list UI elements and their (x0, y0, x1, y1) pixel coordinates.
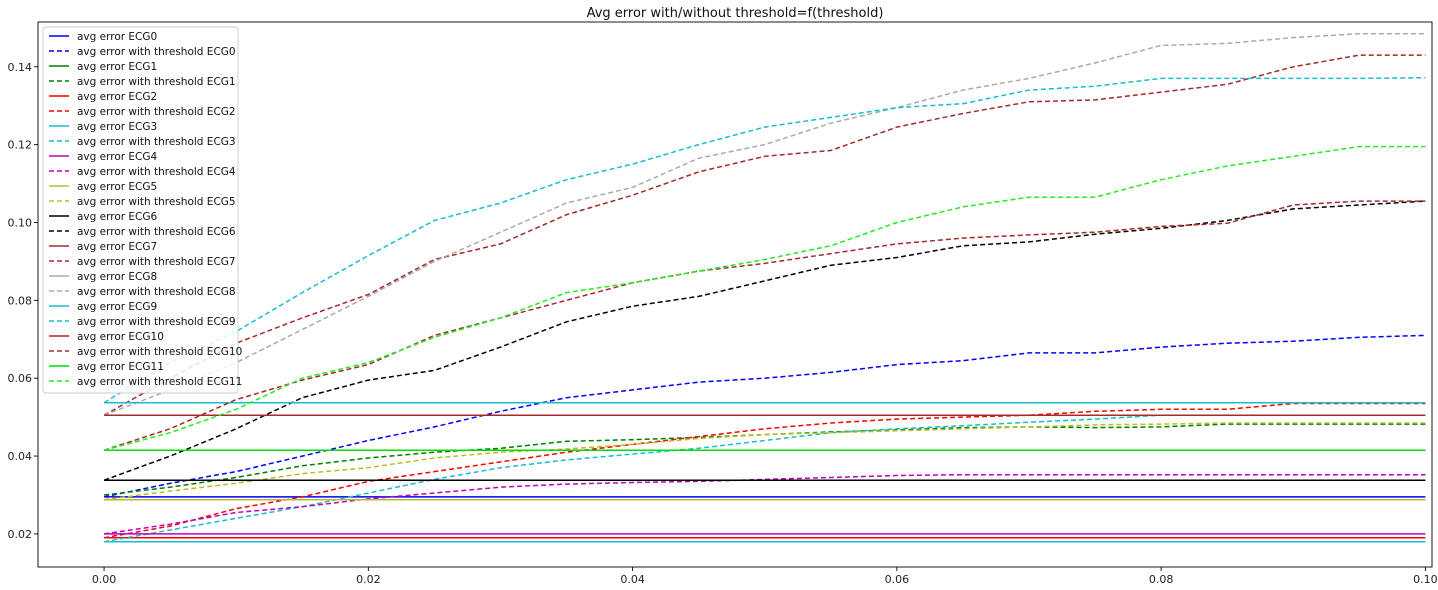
legend-label: avg error with threshold ECG2 (77, 106, 236, 118)
y-tick-label: 0.12 (8, 139, 33, 152)
x-axis: 0.00 0.02 0.04 0.06 0.08 0.10 (92, 567, 1438, 586)
legend-label: avg error with threshold ECG7 (77, 256, 236, 268)
legend-label: avg error ECG8 (77, 271, 157, 283)
series-line-15 (103, 54, 1426, 416)
series-line-1 (103, 334, 1426, 498)
legend-label: avg error ECG4 (77, 151, 158, 163)
legend-label: avg error with threshold ECG1 (77, 76, 236, 88)
series-line-21 (103, 200, 1426, 451)
series-layer (103, 32, 1426, 543)
legend-label: avg error with threshold ECG8 (77, 286, 236, 298)
legend-label: avg error with threshold ECG3 (77, 136, 236, 148)
series-line-13 (103, 200, 1426, 481)
legend-label: avg error with threshold ECG5 (77, 196, 236, 208)
y-tick-label: 0.08 (8, 294, 33, 307)
series-line-17 (103, 32, 1426, 416)
x-tick-label: 0.10 (1413, 573, 1438, 586)
y-axis: 0.02 0.04 0.06 0.08 0.10 0.12 0.14 (8, 61, 38, 541)
series-line-7 (103, 414, 1426, 543)
legend-label: avg error ECG2 (77, 91, 157, 103)
x-tick-label: 0.08 (1149, 573, 1174, 586)
y-tick-label: 0.10 (8, 216, 33, 229)
legend-label: avg error with threshold ECG4 (77, 166, 236, 178)
legend-label: avg error with threshold ECG11 (77, 376, 242, 388)
x-tick-label: 0.00 (92, 573, 117, 586)
legend-label: avg error ECG10 (77, 331, 164, 343)
series-line-5 (103, 402, 1426, 539)
legend-label: avg error with threshold ECG6 (77, 226, 236, 238)
legend-label: avg error ECG3 (77, 121, 157, 133)
series-line-23 (103, 145, 1426, 451)
legend-label: avg error with threshold ECG0 (77, 46, 236, 58)
y-tick-label: 0.04 (8, 450, 33, 463)
x-tick-label: 0.06 (885, 573, 910, 586)
y-tick-label: 0.02 (8, 528, 33, 541)
y-tick-label: 0.14 (8, 61, 33, 74)
legend-label: avg error ECG0 (77, 31, 157, 43)
series-line-19 (103, 76, 1426, 404)
plot-frame (37, 21, 1433, 568)
x-tick-label: 0.02 (356, 573, 381, 586)
legend-label: avg error ECG5 (77, 181, 157, 193)
series-line-9 (103, 473, 1426, 535)
legend-label: avg error with threshold ECG10 (77, 346, 242, 358)
legend-label: avg error ECG6 (77, 211, 158, 223)
legend-label: avg error ECG11 (77, 361, 164, 373)
legend-label: avg error ECG9 (77, 301, 157, 313)
legend-label: avg error ECG1 (77, 61, 157, 73)
legend: avg error ECG0 avg error with threshold E… (42, 26, 242, 394)
x-tick-label: 0.04 (620, 573, 645, 586)
legend-label: avg error with threshold ECG9 (77, 316, 236, 328)
chart-title: Avg error with/without threshold=f(thres… (587, 6, 884, 21)
legend-box (42, 26, 239, 394)
y-tick-label: 0.06 (8, 372, 33, 385)
series-line-11 (104, 422, 1426, 501)
legend-label: avg error ECG7 (77, 241, 157, 253)
